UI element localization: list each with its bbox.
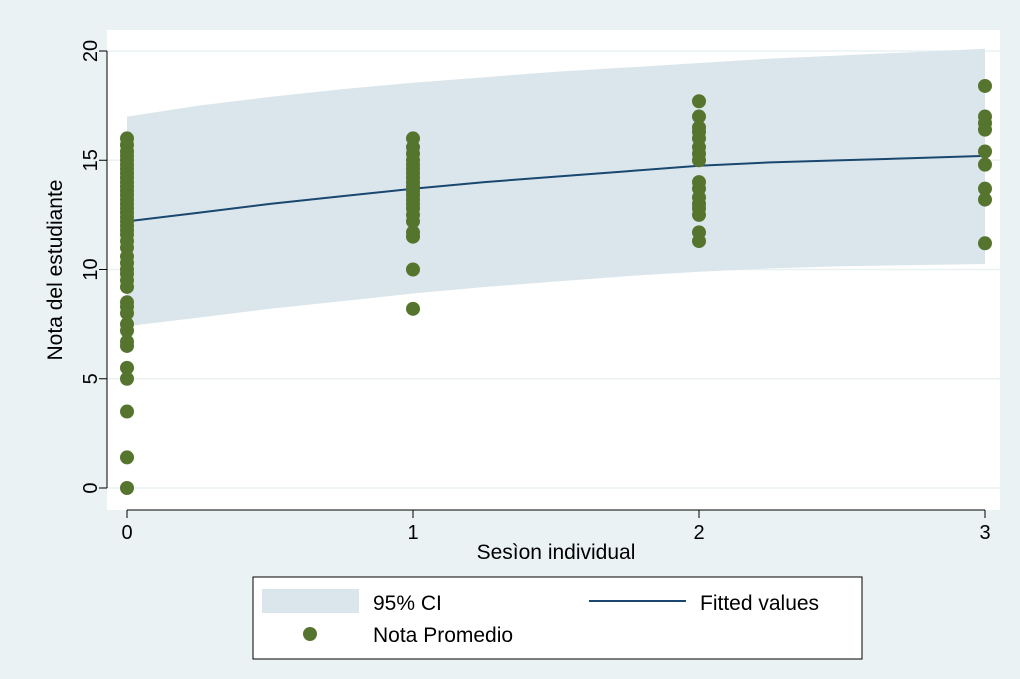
y-axis-title: Nota del estudiante	[44, 180, 67, 361]
data-point	[978, 78, 992, 93]
data-point	[406, 301, 420, 316]
data-point	[978, 181, 992, 196]
scatter-points-layer	[120, 78, 992, 495]
data-point	[120, 131, 134, 146]
data-point	[692, 94, 706, 109]
x-tick-label: 2	[693, 522, 704, 544]
data-point	[120, 295, 134, 310]
y-tick-label: 0	[80, 482, 102, 493]
data-point	[120, 450, 134, 465]
y-tick-label: 20	[80, 40, 102, 62]
x-tick-label: 0	[121, 522, 132, 544]
fitted-line-layer	[126, 154, 986, 223]
fitted-line	[126, 154, 986, 223]
data-point	[120, 404, 134, 419]
y-tick-label: 5	[80, 373, 102, 384]
legend-label-ci: 95% CI	[373, 592, 442, 615]
y-tick-label: 10	[80, 258, 102, 280]
axes: 0 5 10 15 20 0 1 2 3	[80, 40, 991, 544]
data-point	[120, 317, 134, 332]
data-point	[978, 192, 992, 207]
data-point	[120, 481, 134, 495]
data-point	[120, 360, 134, 375]
data-point	[692, 109, 706, 124]
data-point	[692, 120, 706, 135]
ci-band-layer	[127, 48, 985, 327]
data-point	[406, 131, 420, 146]
data-point	[120, 334, 134, 349]
data-point	[978, 109, 992, 124]
data-point	[692, 225, 706, 240]
legend: 95% CI Fitted values Nota Promedio	[252, 576, 863, 660]
legend-label-fitted: Fitted values	[700, 592, 819, 615]
legend-swatch-points	[303, 627, 317, 641]
data-point	[978, 236, 992, 251]
data-point	[978, 144, 992, 159]
data-point	[406, 225, 420, 240]
data-point	[120, 371, 134, 386]
legend-swatch-ci	[262, 589, 359, 613]
x-axis-title: Sesìon individual	[477, 541, 636, 564]
x-tick-label: 1	[407, 522, 418, 544]
data-point	[406, 262, 420, 277]
x-tick-label: 3	[979, 522, 990, 544]
y-tick-label: 15	[80, 149, 102, 171]
legend-label-points: Nota Promedio	[373, 624, 513, 647]
data-point	[978, 157, 992, 172]
ci-band	[127, 48, 985, 327]
data-point	[692, 175, 706, 190]
